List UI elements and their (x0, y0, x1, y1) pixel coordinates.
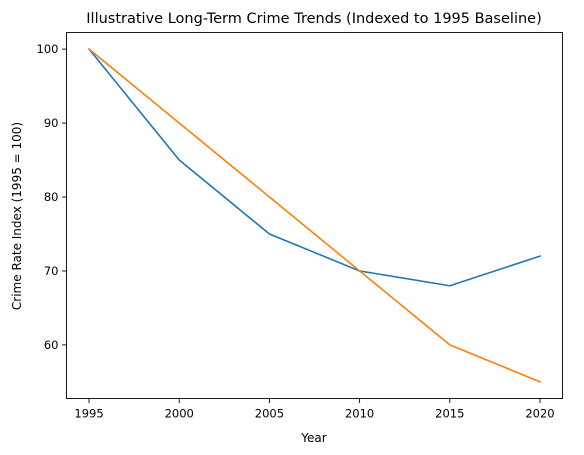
x-axis-label: Year (300, 431, 326, 445)
x-tick-label-1995: 1995 (74, 407, 103, 421)
x-tick-label-2015: 2015 (435, 407, 464, 421)
axes-frame (66, 32, 563, 399)
x-tick-label-2000: 2000 (165, 407, 194, 421)
y-tick-label-90: 90 (44, 116, 59, 130)
y-tick-label-60: 60 (44, 338, 59, 352)
y-tick-label-70: 70 (44, 264, 59, 278)
plot-area: 1995 2000 2005 2010 2015 2020 60 70 80 90 100 (37, 32, 563, 421)
series-line-1 (87, 48, 541, 287)
y-axis-ticks: 60 70 80 90 100 (37, 42, 67, 352)
y-axis-label: Crime Rate Index (1995 = 100) (10, 122, 24, 310)
x-tick-label-2005: 2005 (255, 407, 284, 421)
y-tick-label-80: 80 (44, 190, 59, 204)
series-layer (87, 48, 541, 383)
x-tick-label-2020: 2020 (525, 407, 554, 421)
x-tick-label-2010: 2010 (345, 407, 374, 421)
y-tick-label-100: 100 (37, 42, 59, 56)
series-line-2 (87, 48, 541, 383)
chart-title: Illustrative Long-Term Crime Trends (Ind… (86, 11, 541, 27)
x-axis-ticks: 1995 2000 2005 2010 2015 2020 (74, 398, 555, 421)
